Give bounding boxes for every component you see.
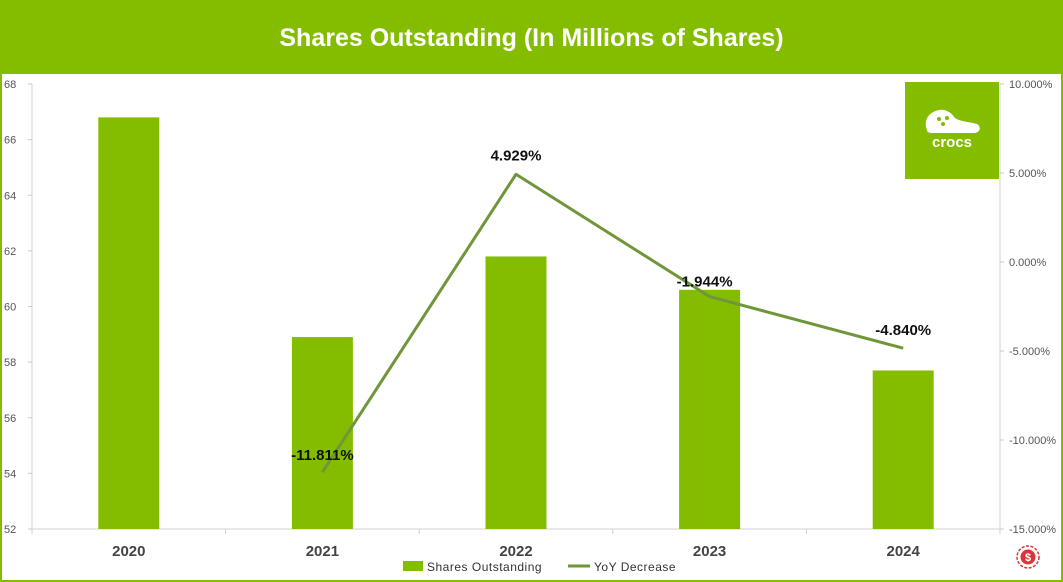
left-tick-label: 66 xyxy=(4,135,16,147)
legend-swatch-bar xyxy=(403,561,423,571)
crocs-logo: crocs xyxy=(905,82,999,179)
svg-text:$: $ xyxy=(1025,552,1031,564)
x-tick-label: 2023 xyxy=(693,543,726,560)
left-tick-label: 52 xyxy=(4,524,16,536)
legend-label: Shares Outstanding xyxy=(427,560,542,574)
right-tick-label: -5.000% xyxy=(1009,346,1050,358)
line-data-label: -1.944% xyxy=(677,274,733,291)
left-tick-label: 62 xyxy=(4,246,16,258)
bar xyxy=(872,370,934,529)
x-tick-label: 2022 xyxy=(499,543,532,560)
right-tick-label: 10.000% xyxy=(1009,79,1053,91)
line-data-label: 4.929% xyxy=(491,147,542,164)
x-tick-label: 2020 xyxy=(112,543,145,560)
left-tick-label: 64 xyxy=(4,190,16,202)
bar xyxy=(98,117,160,529)
left-tick-label: 68 xyxy=(4,79,16,91)
chart-title: Shares Outstanding (In Millions of Share… xyxy=(279,23,784,52)
line-data-label: -11.811% xyxy=(291,447,354,464)
crocs-clog-icon xyxy=(925,109,980,133)
right-tick-label: 0.000% xyxy=(1009,257,1047,269)
line-data-label: -4.840% xyxy=(875,322,931,339)
left-tick-label: 56 xyxy=(4,413,16,425)
data-labels: -11.811% 4.929% -1.944% -4.840% xyxy=(291,147,931,464)
line-series xyxy=(321,172,904,474)
dollar-seal-icon: $ xyxy=(1016,545,1040,569)
left-tick-label: 60 xyxy=(4,302,16,314)
right-tick-label: -15.000% xyxy=(1009,524,1056,536)
yoy-line xyxy=(321,172,904,474)
x-tick-label: 2021 xyxy=(306,543,339,560)
bar xyxy=(485,256,547,529)
title-bar: Shares Outstanding (In Millions of Share… xyxy=(2,2,1061,74)
bar xyxy=(291,337,353,529)
right-tick-label: -10.000% xyxy=(1009,435,1056,447)
left-tick-label: 54 xyxy=(4,468,16,480)
bar xyxy=(679,289,741,529)
legend: Shares Outstanding YoY Decrease xyxy=(403,560,676,574)
x-tick-label: 2024 xyxy=(887,543,921,560)
right-tick-label: 5.000% xyxy=(1009,168,1047,180)
logo-wordmark: crocs xyxy=(931,134,973,151)
left-tick-label: 58 xyxy=(4,357,16,369)
legend-label: YoY Decrease xyxy=(594,560,676,574)
bar-series xyxy=(98,117,934,529)
